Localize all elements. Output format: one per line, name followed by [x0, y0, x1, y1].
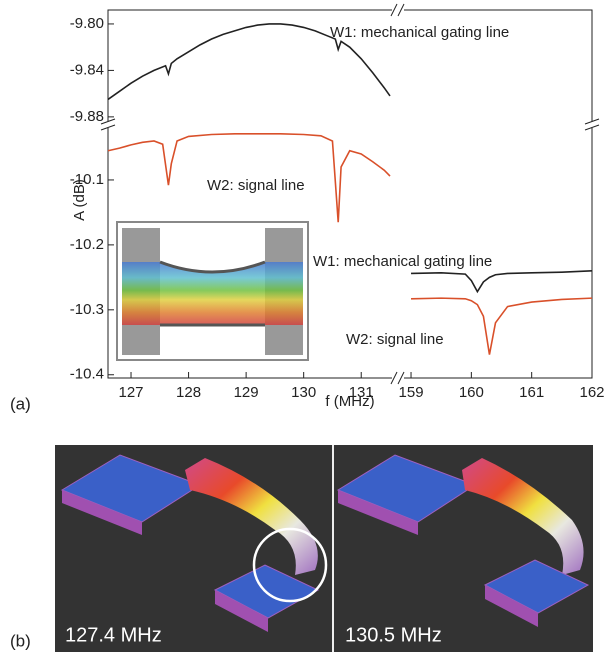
- x-tick-label: 128: [176, 384, 201, 401]
- x-tick-label: 159: [399, 384, 424, 401]
- series-label: W1: mechanical gating line: [313, 253, 492, 270]
- figure: A (dB) f (MHz) (a) -9.80-9.84-9.88W1: me…: [0, 0, 612, 662]
- caption: 130.5 MHz: [345, 624, 442, 646]
- y-tick-label: -10.4: [70, 366, 104, 383]
- panel-label: (b): [10, 631, 31, 650]
- y-tick-label: -10.2: [70, 236, 104, 253]
- series-label: W2: signal line: [207, 177, 305, 194]
- x-tick-label: 127: [119, 384, 144, 401]
- y-tick-label: -10.3: [70, 301, 104, 318]
- caption: 127.4 MHz: [65, 624, 162, 646]
- panel-b: 127.4 MHz 130.5 MHz (b): [10, 445, 593, 652]
- series-line: [411, 271, 592, 292]
- y-tick-label: -9.88: [70, 108, 104, 125]
- inset: [117, 222, 308, 360]
- x-tick-label: 162: [579, 384, 604, 401]
- series-label: W2: signal line: [346, 331, 444, 348]
- y-tick-label: -9.84: [70, 61, 104, 78]
- x-tick-label: 129: [234, 384, 259, 401]
- y-tick-label: -9.80: [70, 15, 104, 32]
- panel-label: (a): [10, 394, 31, 413]
- x-tick-label: 160: [459, 384, 484, 401]
- x-tick-label: 130: [291, 384, 316, 401]
- y-tick-label: -10.1: [70, 171, 104, 188]
- x-tick-label: 161: [519, 384, 544, 401]
- x-tick-label: 131: [349, 384, 374, 401]
- series-label: W1: mechanical gating line: [330, 24, 509, 41]
